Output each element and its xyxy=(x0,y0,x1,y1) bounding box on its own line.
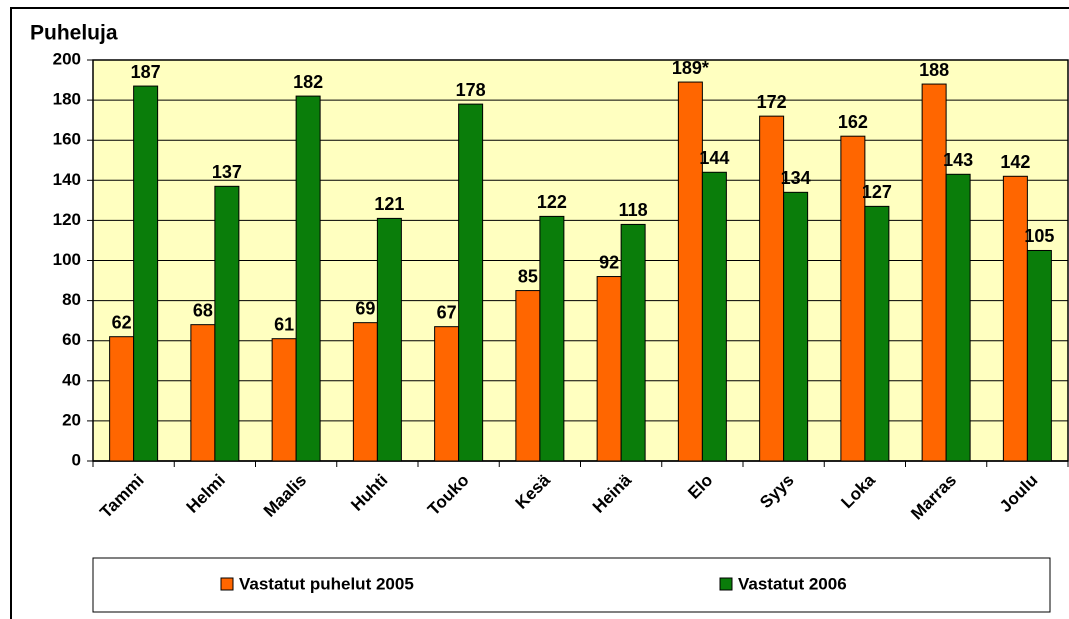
bar xyxy=(295,95,321,462)
y-tick-label: 100 xyxy=(53,250,81,269)
y-tick-label: 20 xyxy=(62,410,81,429)
bar xyxy=(596,276,622,462)
y-tick-label: 180 xyxy=(53,90,81,109)
value-label: 121 xyxy=(374,194,404,214)
bar xyxy=(840,135,866,462)
value-label: 92 xyxy=(599,252,619,272)
value-label: 118 xyxy=(619,200,648,220)
bar xyxy=(190,324,216,462)
y-tick-label: 40 xyxy=(62,370,81,389)
value-label: 182 xyxy=(293,72,323,92)
bar xyxy=(271,338,297,462)
value-label: 127 xyxy=(862,182,892,202)
bar xyxy=(458,103,484,462)
value-label: 122 xyxy=(537,192,567,212)
value-label: 188 xyxy=(919,60,949,80)
bar xyxy=(1026,249,1052,462)
value-label: 69 xyxy=(355,298,375,318)
y-tick-label: 160 xyxy=(53,130,81,149)
legend-swatch xyxy=(719,577,733,591)
bar xyxy=(109,336,135,462)
bar xyxy=(515,290,541,462)
bar xyxy=(434,326,460,462)
value-label: 137 xyxy=(212,162,242,182)
bar xyxy=(864,205,890,462)
value-label: 144 xyxy=(699,148,729,168)
value-label: 62 xyxy=(112,312,132,332)
legend-label: Vastatut puhelut 2005 xyxy=(239,574,414,593)
bar xyxy=(701,171,727,462)
y-tick-label: 120 xyxy=(53,210,81,229)
value-label: 67 xyxy=(437,302,457,322)
bar xyxy=(783,191,809,462)
legend-swatch xyxy=(220,577,234,591)
bar xyxy=(620,223,646,462)
value-label: 134 xyxy=(781,168,811,188)
bar xyxy=(133,85,159,462)
value-label: 189* xyxy=(672,58,709,78)
y-tick-label: 200 xyxy=(53,49,81,68)
legend xyxy=(92,557,1051,613)
bar xyxy=(214,185,240,462)
value-label: 85 xyxy=(518,266,538,286)
bar xyxy=(945,173,971,462)
value-label: 142 xyxy=(1000,152,1030,172)
y-tick-label: 80 xyxy=(62,290,81,309)
bar xyxy=(539,215,565,462)
value-label: 172 xyxy=(757,92,787,112)
bar xyxy=(376,217,402,462)
value-label: 105 xyxy=(1024,226,1054,246)
y-tick-label: 140 xyxy=(53,170,81,189)
y-tick-label: 60 xyxy=(62,330,81,349)
value-label: 178 xyxy=(456,80,486,100)
y-tick-label: 0 xyxy=(72,450,81,469)
bar xyxy=(352,322,378,462)
value-label: 187 xyxy=(131,62,161,82)
chart-title: Puheluja xyxy=(30,22,118,45)
value-label: 162 xyxy=(838,112,868,132)
bar xyxy=(921,83,947,462)
bar xyxy=(677,81,703,462)
bar xyxy=(1002,175,1028,462)
value-label: 61 xyxy=(274,314,294,334)
legend-label: Vastatut 2006 xyxy=(738,574,847,593)
value-label: 143 xyxy=(943,150,973,170)
value-label: 68 xyxy=(193,300,213,320)
